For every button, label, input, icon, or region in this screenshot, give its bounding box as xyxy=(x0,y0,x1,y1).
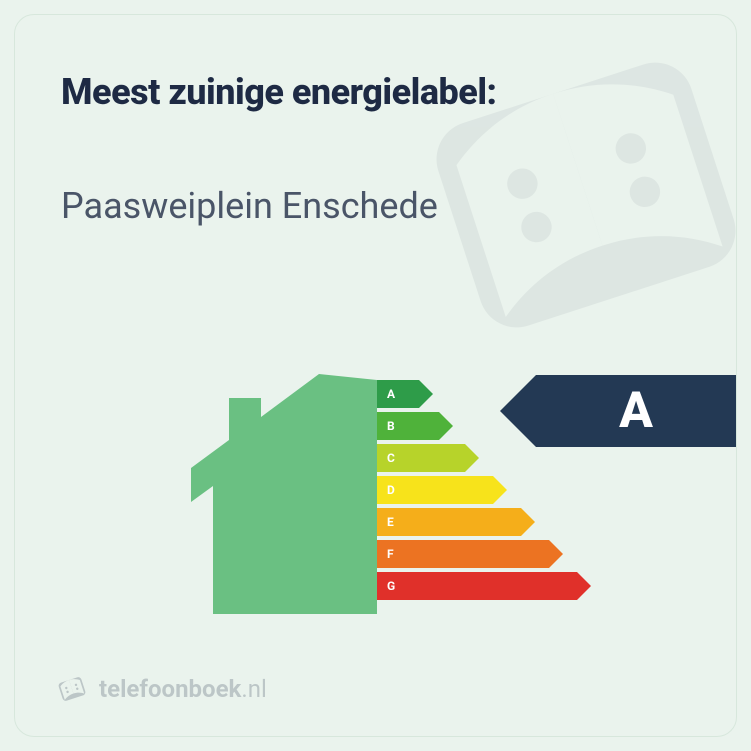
energy-bar-body: C xyxy=(377,444,465,472)
energy-bar-body: A xyxy=(377,380,419,408)
location-subtitle: Paasweiplein Enschede xyxy=(61,185,438,227)
page-title: Meest zuinige energielabel: xyxy=(61,71,497,113)
energy-bar-body: G xyxy=(377,572,577,600)
footer-text: telefoonboek.nl xyxy=(99,675,267,703)
energy-bar-body: B xyxy=(377,412,439,440)
book-bg-icon xyxy=(396,14,737,385)
energy-bar-arrow xyxy=(521,508,535,536)
energy-bar-body: F xyxy=(377,540,549,568)
energy-bar-arrow xyxy=(549,540,563,568)
energy-bar-arrow xyxy=(439,412,453,440)
footer-brand: telefoonboek.nl xyxy=(55,672,267,706)
energy-bar-body: E xyxy=(377,508,521,536)
rating-badge-arrow xyxy=(500,375,536,447)
rating-badge: A xyxy=(536,375,736,447)
brand-name-thin: .nl xyxy=(241,675,266,703)
energy-bar-arrow xyxy=(465,444,479,472)
house-icon xyxy=(177,370,377,630)
house-shape xyxy=(191,374,377,614)
energy-bar-arrow xyxy=(419,380,433,408)
energy-bar-arrow xyxy=(493,476,507,504)
book-icon xyxy=(55,672,89,706)
energy-bar-body: D xyxy=(377,476,493,504)
brand-name-bold: telefoonboek xyxy=(99,675,241,703)
energy-bar-arrow xyxy=(577,572,591,600)
card: Meest zuinige energielabel: Paasweiplein… xyxy=(14,14,737,737)
rating-value: A xyxy=(619,382,653,440)
